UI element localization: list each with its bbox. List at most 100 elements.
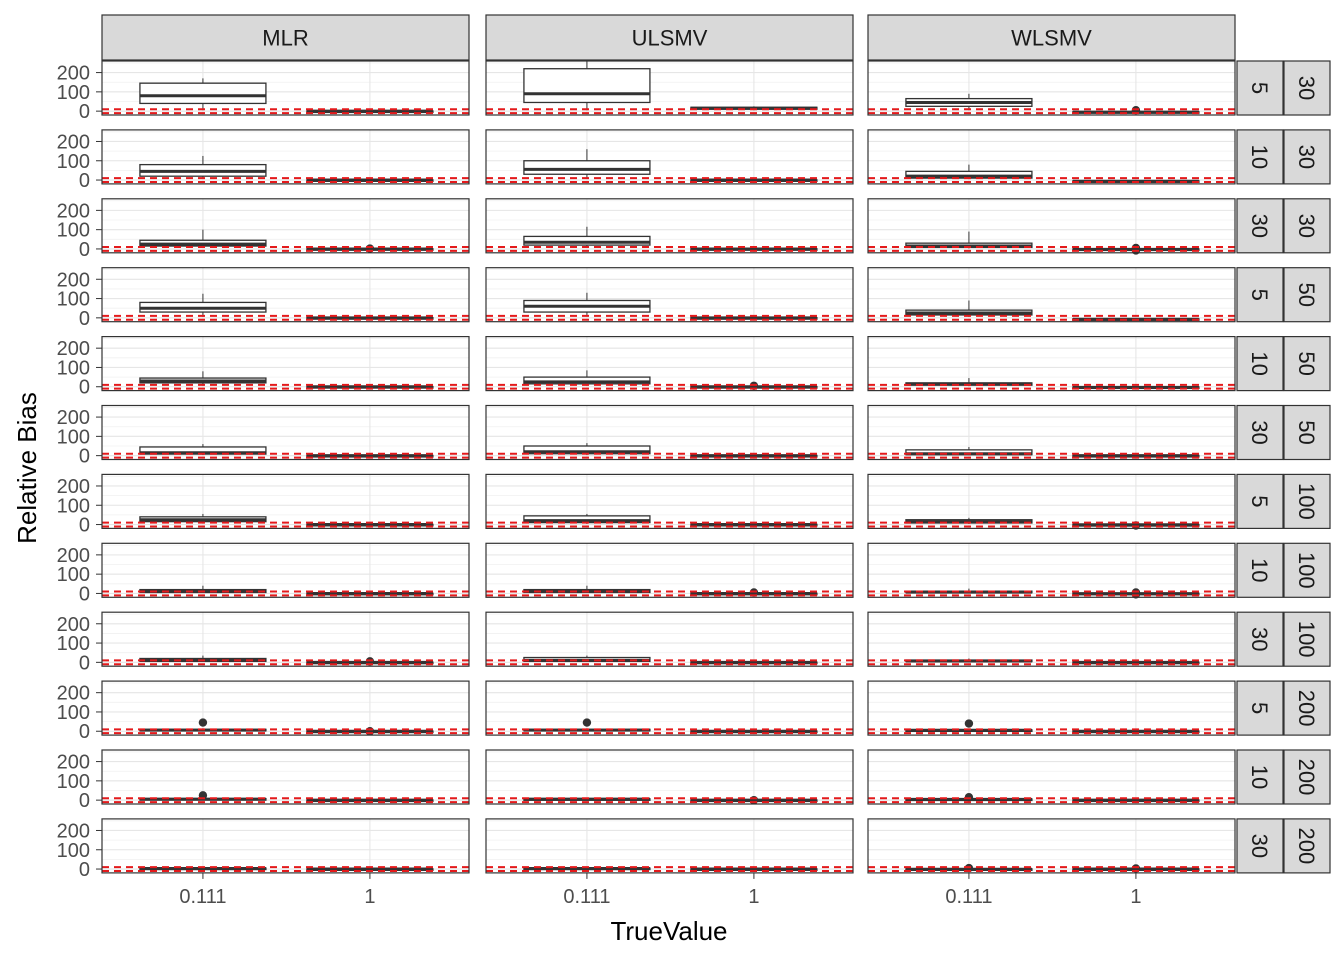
outlier-point	[198, 718, 208, 727]
y-tick-label: 100	[57, 633, 90, 655]
y-tick-label: 0	[79, 583, 90, 605]
panel-border	[485, 404, 854, 461]
y-tick-label: 100	[57, 702, 90, 724]
panel-ulsmv-row-1	[485, 60, 854, 116]
boxplot-0.111	[139, 78, 267, 111]
y-tick-label: 200	[57, 338, 90, 360]
panel-background	[868, 612, 1235, 667]
y-tick-label: 0	[79, 446, 90, 468]
y-tick-label: 200	[57, 545, 90, 567]
panel-background	[868, 818, 1235, 873]
panel-background	[102, 612, 469, 667]
x-tick-label: 0.111	[563, 886, 610, 908]
y-tick-label: 100	[57, 840, 90, 862]
y-tick-label: 100	[57, 289, 90, 311]
y-tick-label: 0	[79, 790, 90, 812]
row-strip-label: 30	[1247, 420, 1272, 444]
y-tick-label: 0	[79, 101, 90, 123]
box-iqr	[523, 68, 651, 104]
y-tick-label: 200	[57, 820, 90, 842]
row-strip-inner	[1236, 336, 1284, 392]
row-strip-inner	[1236, 611, 1284, 667]
panel-border	[101, 473, 470, 529]
y-tick-label: 200	[57, 200, 90, 222]
panel-border	[485, 818, 854, 874]
panel-ulsmv-row-11	[485, 749, 854, 805]
panel-border	[867, 749, 1236, 805]
panel-ulsmv-row-2	[485, 129, 854, 185]
tick-layer: 0100200010020001002000100200010020001002…	[57, 63, 1142, 908]
panel-border	[867, 680, 1236, 736]
boxplot-0.111	[139, 293, 267, 317]
panel-background	[868, 750, 1235, 804]
row-strip-label: 30	[1294, 214, 1319, 238]
facet-strip-wlsmv	[867, 14, 1236, 61]
panel-wlsmv-row-6	[867, 404, 1236, 461]
boxplot-0.111	[139, 371, 267, 386]
y-tick-label: 0	[79, 652, 90, 674]
panel-ulsmv-row-9	[485, 611, 854, 667]
panel-background	[486, 681, 853, 736]
y-tick-label: 200	[57, 407, 90, 429]
panel-mlr-row-2	[101, 129, 470, 185]
y-axis-title: Relative Bias	[12, 392, 42, 544]
panel-border	[101, 129, 470, 185]
panel-wlsmv-row-8	[867, 542, 1236, 599]
panel-background	[102, 750, 469, 804]
y-tick-label: 0	[79, 515, 90, 537]
panel-border	[867, 542, 1236, 598]
row-strip-outer	[1283, 267, 1331, 323]
panel-border	[485, 542, 854, 598]
row-strip-inner	[1236, 749, 1284, 805]
panel-border	[101, 336, 470, 392]
panel-border	[485, 198, 854, 254]
row-strip-outer	[1283, 680, 1331, 736]
facet-strip-label: ULSMV	[632, 26, 708, 51]
panel-background	[868, 543, 1235, 598]
y-tick-label: 100	[57, 220, 90, 242]
row-strip-outer	[1283, 404, 1331, 461]
y-tick-label: 0	[79, 377, 90, 399]
panel-border	[867, 129, 1236, 185]
row-strip-label: 30	[1247, 834, 1272, 858]
panel-border	[101, 404, 470, 461]
row-strip-outer	[1283, 198, 1331, 254]
panel-ulsmv-row-5	[485, 336, 854, 392]
row-strip-outer	[1283, 611, 1331, 667]
panel-ulsmv-row-3	[485, 198, 854, 254]
panel-border	[101, 198, 470, 254]
y-tick-label: 200	[57, 614, 90, 636]
panel-wlsmv-row-10	[867, 680, 1236, 736]
panel-border	[485, 267, 854, 323]
row-strip-outer	[1283, 336, 1331, 392]
row-strip-label: 5	[1247, 289, 1272, 301]
x-tick-label: 0.111	[179, 886, 226, 908]
panel-mlr-row-4	[101, 267, 470, 323]
facet-strip-label: MLR	[262, 26, 308, 51]
panel-mlr-row-11	[101, 749, 470, 805]
boxplot-0.111	[139, 155, 267, 179]
panel-mlr-row-5	[101, 336, 470, 392]
panel-border	[867, 611, 1236, 667]
row-strip-label: 5	[1247, 495, 1272, 507]
panel-border	[485, 680, 854, 736]
panel-wlsmv-row-12	[867, 818, 1236, 874]
panel-border	[101, 267, 470, 323]
y-tick-label: 100	[57, 357, 90, 379]
row-strip-label: 10	[1247, 558, 1272, 582]
y-tick-label: 200	[57, 683, 90, 705]
row-strip-outer	[1283, 749, 1331, 805]
panel-wlsmv-row-1	[867, 60, 1236, 116]
panel-background	[486, 129, 853, 184]
panel-background	[102, 818, 469, 873]
panel-border	[485, 749, 854, 805]
strip-layer: MLR ULSMV WLSMV 5 30 10 30 30 30 5 50 10 50 30 50 5 100 1…	[101, 14, 1331, 874]
row-strip-label: 200	[1294, 828, 1319, 865]
panel-ulsmv-row-4	[485, 267, 854, 323]
boxplot-0.111	[523, 149, 651, 179]
y-tick-label: 200	[57, 476, 90, 498]
panel-border	[485, 336, 854, 392]
panel-border	[101, 611, 470, 667]
row-strip-label: 10	[1247, 351, 1272, 375]
row-strip-inner	[1236, 473, 1284, 529]
